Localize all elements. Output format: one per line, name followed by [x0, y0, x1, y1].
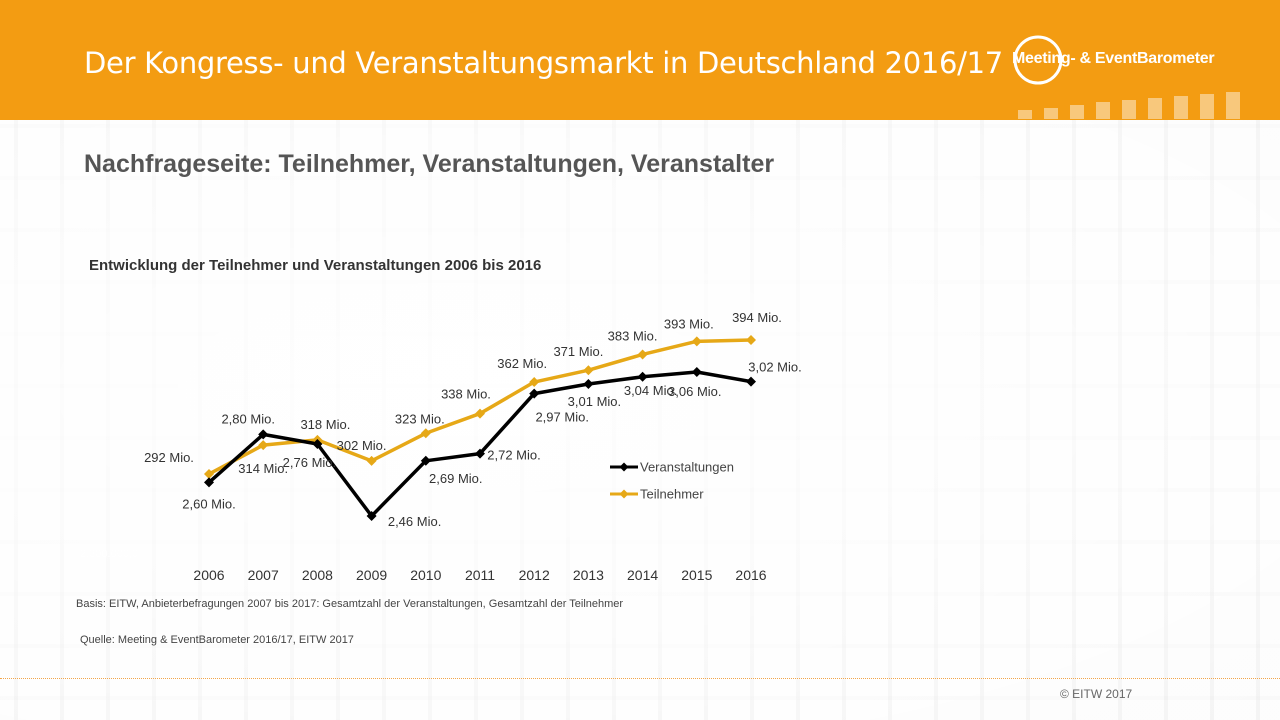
data-point-marker [746, 376, 756, 387]
x-tick-label: 2006 [193, 567, 224, 583]
section-title: Nachfrageseite: Teilnehmer, Veranstaltun… [84, 150, 775, 178]
x-tick-label: 2009 [356, 567, 387, 583]
data-label: 323 Mio. [395, 411, 445, 426]
data-point-marker [312, 439, 323, 449]
x-tick-label: 2007 [248, 567, 279, 583]
data-point-marker [366, 511, 377, 521]
series-markers [204, 335, 756, 521]
header-bar: Der Kongress- und Veranstaltungsmarkt in… [0, 0, 1280, 120]
data-label: 393 Mio. [664, 316, 714, 331]
data-point-marker [691, 367, 702, 377]
page-title: Der Kongress- und Veranstaltungsmarkt in… [84, 46, 1003, 80]
data-labels: 2,60 Mio. 2,80 Mio. 2,76 Mio. 2,46 Mio. 2,69… [144, 310, 802, 529]
data-label: 371 Mio. [553, 344, 603, 359]
legend-marker [619, 462, 629, 472]
data-label: 2,69 Mio. [429, 471, 482, 486]
x-axis-ticks: 2006 2007 2008 2009 2010 2011 2012 2013 2014 2015… [193, 567, 766, 583]
data-label: 2,72 Mio. [487, 448, 540, 463]
data-point-marker [583, 365, 594, 376]
data-point-marker [746, 335, 756, 345]
data-label: 3,06 Mio. [668, 384, 721, 399]
background-fade [0, 120, 1280, 720]
x-tick-label: 2015 [681, 567, 712, 583]
data-label: 3,01 Mio. [568, 394, 621, 409]
data-label: 2,76 Mio. [283, 455, 336, 470]
source-note: Quelle: Meeting & EventBarometer 2016/17… [80, 634, 354, 646]
legend-label: Teilnehmer [640, 487, 704, 502]
data-point-marker [366, 455, 377, 466]
data-label: 2,60 Mio. [182, 496, 235, 511]
data-point-marker [637, 349, 648, 360]
data-point-marker [691, 336, 702, 347]
chart-title: Entwicklung der Teilnehmer und Veranstal… [89, 257, 542, 274]
data-label: 383 Mio. [608, 328, 658, 343]
data-point-marker [420, 428, 431, 439]
copyright: © EITW 2017 [1060, 687, 1133, 701]
x-tick-label: 2010 [410, 567, 441, 583]
data-point-marker [204, 477, 214, 488]
axis-label: 2.300.000,0 [80, 548, 138, 560]
logo-ring-icon [1013, 35, 1063, 85]
data-point-marker [420, 455, 431, 466]
basis-note: Basis: EITW, Anbieterbefragungen 2007 bi… [76, 598, 624, 610]
data-label: 302 Mio. [337, 438, 387, 453]
data-label: 314 Mio. [238, 461, 288, 476]
data-point-marker [258, 440, 269, 451]
data-label: 394 Mio. [732, 310, 782, 325]
chart-legend: Veranstaltungen Teilnehmer [610, 460, 734, 502]
x-tick-label: 2014 [627, 567, 658, 583]
legend-marker [619, 489, 629, 499]
x-tick-label: 2013 [573, 567, 604, 583]
data-label: 318 Mio. [300, 417, 350, 432]
x-tick-label: 2012 [519, 567, 550, 583]
data-point-marker [475, 448, 485, 459]
data-point-marker [529, 377, 540, 388]
logo-bars-icon [1018, 92, 1240, 119]
legend-label: Veranstaltungen [640, 460, 734, 475]
footer-divider [0, 678, 1280, 679]
logo-text: Meeting- & EventBarometer [1012, 50, 1215, 67]
data-label: 338 Mio. [441, 387, 491, 402]
data-label: 362 Mio. [497, 356, 547, 371]
data-point-marker [583, 379, 594, 389]
x-tick-label: 2008 [302, 567, 333, 583]
data-label: 2,80 Mio. [221, 411, 274, 426]
data-label: 3,02 Mio. [748, 360, 801, 375]
data-label: 2,46 Mio. [388, 514, 441, 529]
x-tick-label: 2016 [735, 567, 766, 583]
data-point-marker [475, 408, 485, 419]
data-point-marker [204, 469, 214, 479]
data-label: 292 Mio. [144, 450, 194, 465]
x-tick-label: 2011 [465, 567, 495, 583]
data-point-marker [529, 388, 540, 399]
data-point-marker [258, 429, 269, 440]
data-label: 3,04 Mio. [624, 383, 677, 398]
logo-graphic [1013, 35, 1240, 119]
data-point-marker [637, 371, 648, 382]
data-label: 2,97 Mio. [535, 410, 588, 425]
meeting-eventbarometer-logo: Meeting- & EventBarometer [1010, 32, 1250, 120]
